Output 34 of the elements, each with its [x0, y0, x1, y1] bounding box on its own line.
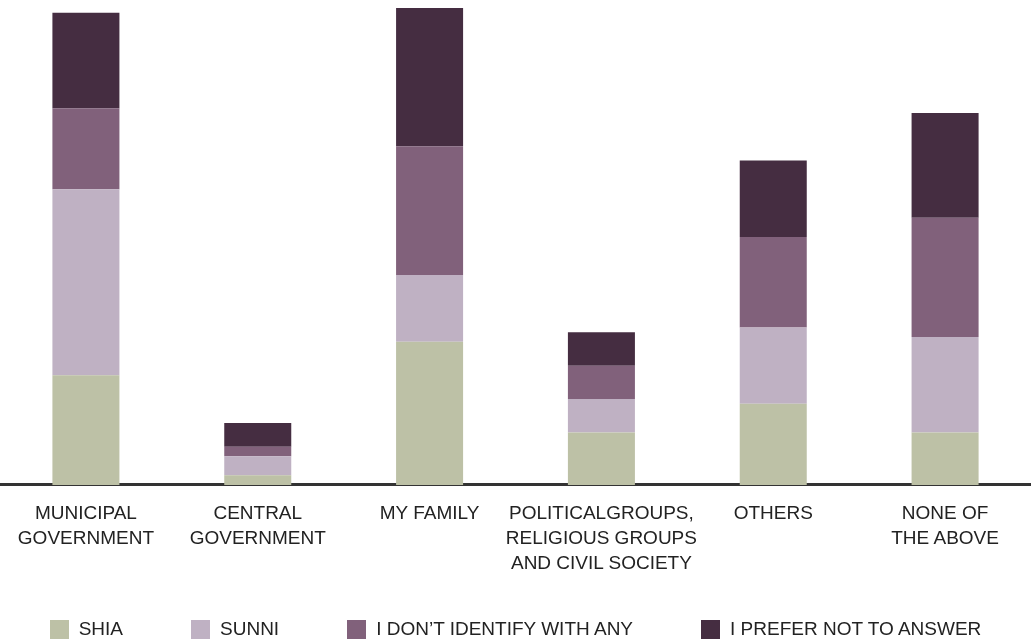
bar	[739, 403, 807, 485]
bar	[396, 275, 464, 342]
bar	[739, 236, 807, 328]
bar	[567, 432, 635, 485]
bar	[52, 12, 120, 109]
x-tick-label: MY FAMILY	[379, 502, 480, 524]
x-tick-label: CENTRAL GOVERNMENT	[189, 502, 327, 549]
bar	[739, 160, 807, 237]
bar	[396, 341, 464, 485]
x-tick-label: NONE OF THE ABOVE	[891, 502, 999, 549]
bar	[52, 108, 120, 190]
legend-label: SUNNI	[220, 618, 280, 640]
x-tick-label: OTHERS	[733, 502, 813, 524]
x-tick-label: MUNICIPAL GOVERNMENT	[17, 502, 155, 549]
bar	[224, 475, 292, 485]
bar	[911, 112, 979, 218]
bar	[396, 146, 464, 276]
bar	[911, 217, 979, 338]
bar	[567, 332, 635, 366]
legend-label: I PREFER NOT TO ANSWER	[730, 618, 982, 640]
bar	[224, 446, 292, 457]
legend-label: SHIA	[78, 618, 124, 640]
bar	[739, 327, 807, 404]
bar	[224, 422, 292, 447]
bar	[567, 399, 635, 433]
bar	[911, 432, 979, 485]
legend-label: I DON’T IDENTIFY WITH ANY	[376, 618, 634, 640]
bar	[396, 8, 464, 147]
x-tick-label: POLITICALGROUPS, RELIGIOUS GROUPS AND CIVIL SOCIETY	[505, 502, 697, 573]
bar	[52, 375, 120, 485]
bar	[52, 189, 120, 376]
bar	[224, 456, 292, 476]
bar	[911, 337, 979, 433]
bar	[567, 365, 635, 400]
